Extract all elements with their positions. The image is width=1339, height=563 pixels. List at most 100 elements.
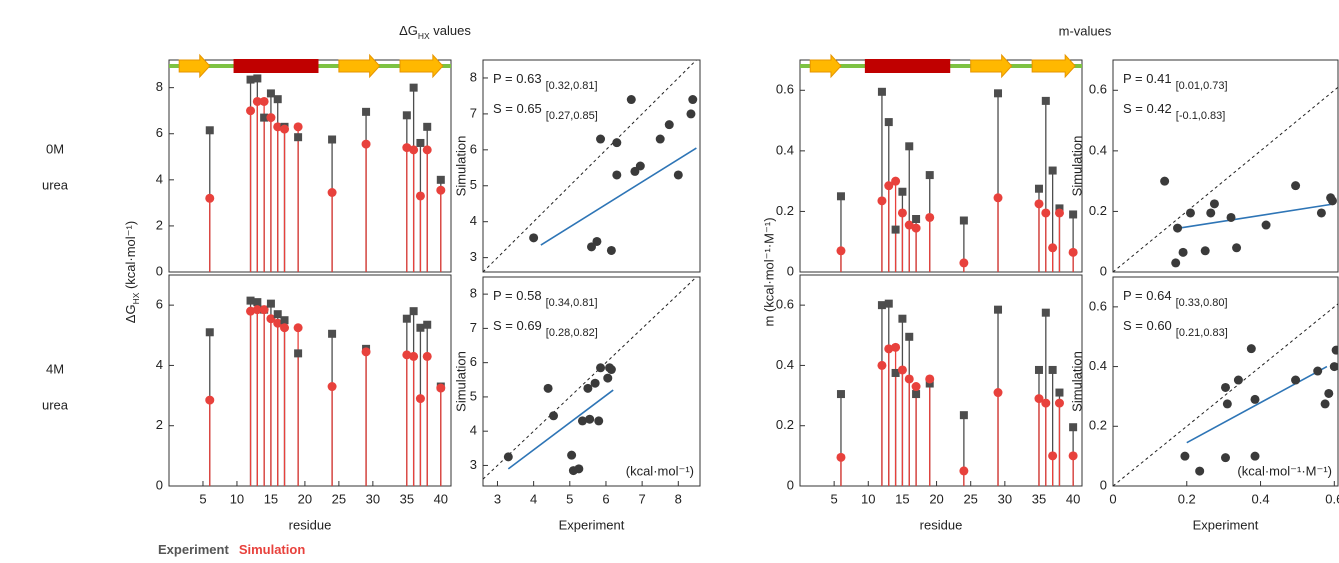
- stat: S = 0.65 [0.27,0.85]: [493, 101, 598, 121]
- y-tick-label: 2: [156, 417, 163, 432]
- x-tick-label: 35: [1032, 491, 1046, 506]
- y-axis-label-main: ΔG: [123, 304, 138, 323]
- point: [1326, 193, 1336, 203]
- sim-marker: [273, 318, 283, 328]
- plot-frame: [1112, 276, 1339, 487]
- stat-ci: [0.21,0.83]: [1176, 327, 1228, 339]
- x-tick-label: 7: [639, 491, 646, 506]
- y-tick-label: 8: [470, 69, 477, 84]
- sim-marker: [402, 143, 412, 153]
- sim-marker: [897, 208, 907, 218]
- y-tick-label: 7: [470, 320, 477, 335]
- legend-entry: Simulation: [239, 542, 306, 557]
- row-label: 0M: [46, 141, 64, 156]
- x-tick-label: 15: [264, 491, 278, 506]
- x-tick-label: 0.6: [1325, 491, 1339, 506]
- exp-marker: [884, 299, 893, 308]
- y-tick-label: 4: [156, 171, 163, 186]
- exp-marker: [246, 296, 255, 305]
- sim-marker: [436, 383, 446, 393]
- identity-line: [483, 277, 698, 480]
- y-tick-label: 0: [156, 263, 163, 278]
- stat-ci: [-0.1,0.83]: [1176, 110, 1226, 122]
- exp-marker: [994, 305, 1003, 314]
- x-tick-label: 6: [602, 491, 609, 506]
- stat-ci: [0.01,0.73]: [1176, 80, 1228, 92]
- exp-marker: [423, 122, 432, 131]
- point: [626, 95, 636, 105]
- point: [529, 233, 539, 243]
- exp-marker: [280, 316, 289, 325]
- x-tick-label: 5: [199, 491, 206, 506]
- exp-marker: [836, 390, 845, 399]
- stat-label: P = 0.41: [1123, 71, 1172, 86]
- x-tick-label: 40: [434, 491, 448, 506]
- sim-marker: [409, 145, 419, 155]
- y-tick-label: 6: [156, 297, 163, 312]
- point: [606, 245, 616, 255]
- x-axis-label: Experiment: [1193, 517, 1259, 532]
- exp-marker: [925, 379, 934, 388]
- x-tick-label: 40: [1066, 491, 1080, 506]
- exp-marker: [416, 138, 425, 147]
- sim-marker: [877, 360, 887, 370]
- exp-marker: [402, 111, 411, 120]
- x-tick-label: 10: [861, 491, 875, 506]
- exp-marker: [1034, 365, 1043, 374]
- y-axis-label: m (kcal·mol⁻¹·M⁻¹): [761, 217, 776, 326]
- fit-line: [540, 147, 697, 246]
- exp-marker: [402, 314, 411, 323]
- exp-marker: [877, 301, 886, 310]
- stat-ci: [0.28,0.82]: [546, 327, 598, 339]
- point: [1160, 176, 1170, 186]
- y-tick-label: 0.2: [776, 203, 794, 218]
- x-tick-label: 30: [366, 491, 380, 506]
- y-axis-label: Simulation: [453, 351, 468, 412]
- stat: P = 0.63 [0.32,0.81]: [493, 71, 598, 91]
- point: [603, 373, 613, 383]
- stat-ci: [0.32,0.81]: [546, 80, 598, 92]
- point: [1209, 199, 1219, 209]
- sim-marker: [904, 374, 914, 384]
- exp-marker: [409, 307, 418, 316]
- point: [664, 120, 674, 130]
- exp-marker: [1041, 308, 1050, 317]
- stat: S = 0.69 [0.28,0.82]: [493, 318, 598, 338]
- point: [1171, 258, 1181, 268]
- x-tick-label: 0: [1109, 491, 1116, 506]
- exp-marker: [273, 95, 282, 104]
- plot-frame: [168, 274, 452, 487]
- x-tick-label: 25: [963, 491, 977, 506]
- exp-marker: [266, 89, 275, 98]
- plot-frame: [168, 59, 452, 273]
- sim-marker: [266, 113, 276, 123]
- exp-marker: [416, 323, 425, 332]
- strand: [178, 53, 211, 79]
- unit-note: (kcal·mol⁻¹): [626, 463, 694, 478]
- sim-marker: [1054, 398, 1064, 408]
- x-tick-label: 10: [230, 491, 244, 506]
- exp-marker: [1069, 210, 1078, 219]
- y-tick-label: 0.6: [776, 297, 794, 312]
- x-tick-label: 30: [998, 491, 1012, 506]
- sim-marker: [293, 323, 303, 333]
- x-tick-label: 0.2: [1178, 491, 1196, 506]
- sim-marker: [280, 124, 290, 134]
- exp-marker: [925, 171, 934, 180]
- sim-marker: [911, 382, 921, 392]
- exp-marker: [273, 310, 282, 319]
- exp-marker: [294, 133, 303, 142]
- stat-ci: [0.33,0.80]: [1176, 297, 1228, 309]
- exp-marker: [1069, 423, 1078, 432]
- exp-marker: [959, 411, 968, 420]
- y-tick-label: 0.2: [776, 417, 794, 432]
- sim-marker: [415, 394, 425, 404]
- stat: P = 0.41 [0.01,0.73]: [1123, 71, 1228, 91]
- strand: [338, 53, 381, 79]
- y-tick-label: 0.6: [1089, 298, 1107, 313]
- unit-note: (kcal·mol⁻¹·M⁻¹): [1237, 463, 1332, 478]
- x-tick-label: 8: [675, 491, 682, 506]
- sim-marker: [402, 350, 412, 360]
- sim-marker: [259, 96, 269, 106]
- y-tick-label: 0.6: [776, 82, 794, 97]
